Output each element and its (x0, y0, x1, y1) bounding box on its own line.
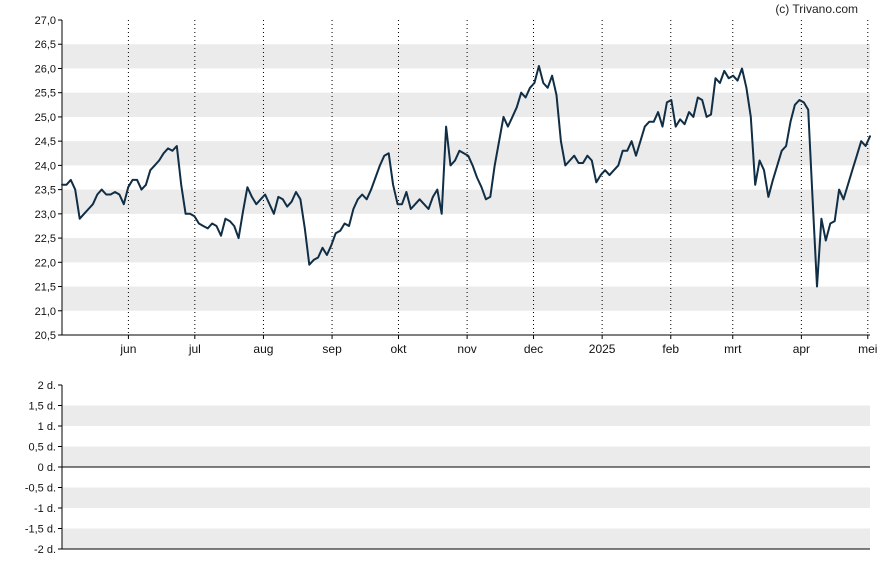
x-tick-label: jun (119, 342, 136, 356)
grid-band (62, 92, 870, 117)
y-tick-label: 24,5 (35, 136, 56, 148)
y-tick-label: 22,0 (35, 257, 56, 269)
y-tick-label: 25,0 (35, 112, 56, 124)
y-tick-label: 2 d. (38, 380, 56, 392)
credit-label: (c) Trivano.com (775, 2, 858, 16)
y-tick-label: 24,0 (35, 160, 56, 172)
x-tick-label: 2025 (589, 342, 616, 356)
grid-band (62, 286, 870, 311)
y-tick-label: 23,5 (35, 185, 56, 197)
x-tick-label: jul (188, 342, 201, 356)
y-tick-label: -1 d. (34, 503, 56, 515)
grid-band (62, 238, 870, 263)
grid-band (62, 528, 870, 549)
y-tick-label: 1,5 d. (28, 401, 56, 413)
grid-band (62, 44, 870, 69)
x-tick-label: dec (524, 342, 543, 356)
grid-band (62, 189, 870, 214)
volume-panel: 2 d. 1,5 d. 1 d. 0,5 d. 0 d. -0,5 d. -1 d. -1,5… (25, 380, 870, 556)
x-tick-label: aug (253, 342, 273, 356)
y-tick-label: 20,5 (35, 330, 56, 342)
grid-band (62, 487, 870, 508)
grid-band (62, 405, 870, 426)
x-tick-label: mei (858, 342, 877, 356)
price-panel: jun jul aug sep okt nov dec 2025 feb mrt apr mei 27,… (35, 15, 878, 356)
y-tick-label: 22,5 (35, 233, 56, 245)
x-tick-label: nov (457, 342, 476, 356)
x-tick-label: okt (390, 342, 407, 356)
x-tick-label: sep (322, 342, 342, 356)
y-tick-label: 25,5 (35, 88, 56, 100)
x-tick-label: mrt (724, 342, 742, 356)
y-tick-label: 1 d. (38, 421, 56, 433)
y-tick-label: 23,0 (35, 209, 56, 221)
price-line (61, 65, 871, 288)
x-tick-label: apr (793, 342, 810, 356)
y-tick-label: -2 d. (34, 544, 56, 556)
y-tick-label: -1,5 d. (25, 524, 56, 536)
grid-band (62, 141, 870, 166)
grid-band (62, 446, 870, 467)
y-tick-label: 21,5 (35, 282, 56, 294)
x-tick-label: feb (662, 342, 679, 356)
y-tick-label: 0 d. (38, 462, 56, 474)
y-tick-label: 26,5 (35, 39, 56, 51)
y-tick-label: -0,5 d. (25, 483, 56, 495)
y-tick-label: 27,0 (35, 15, 56, 27)
y-tick-label: 0,5 d. (28, 442, 56, 454)
y-tick-label: 21,0 (35, 306, 56, 318)
y-tick-label: 26,0 (35, 63, 56, 75)
